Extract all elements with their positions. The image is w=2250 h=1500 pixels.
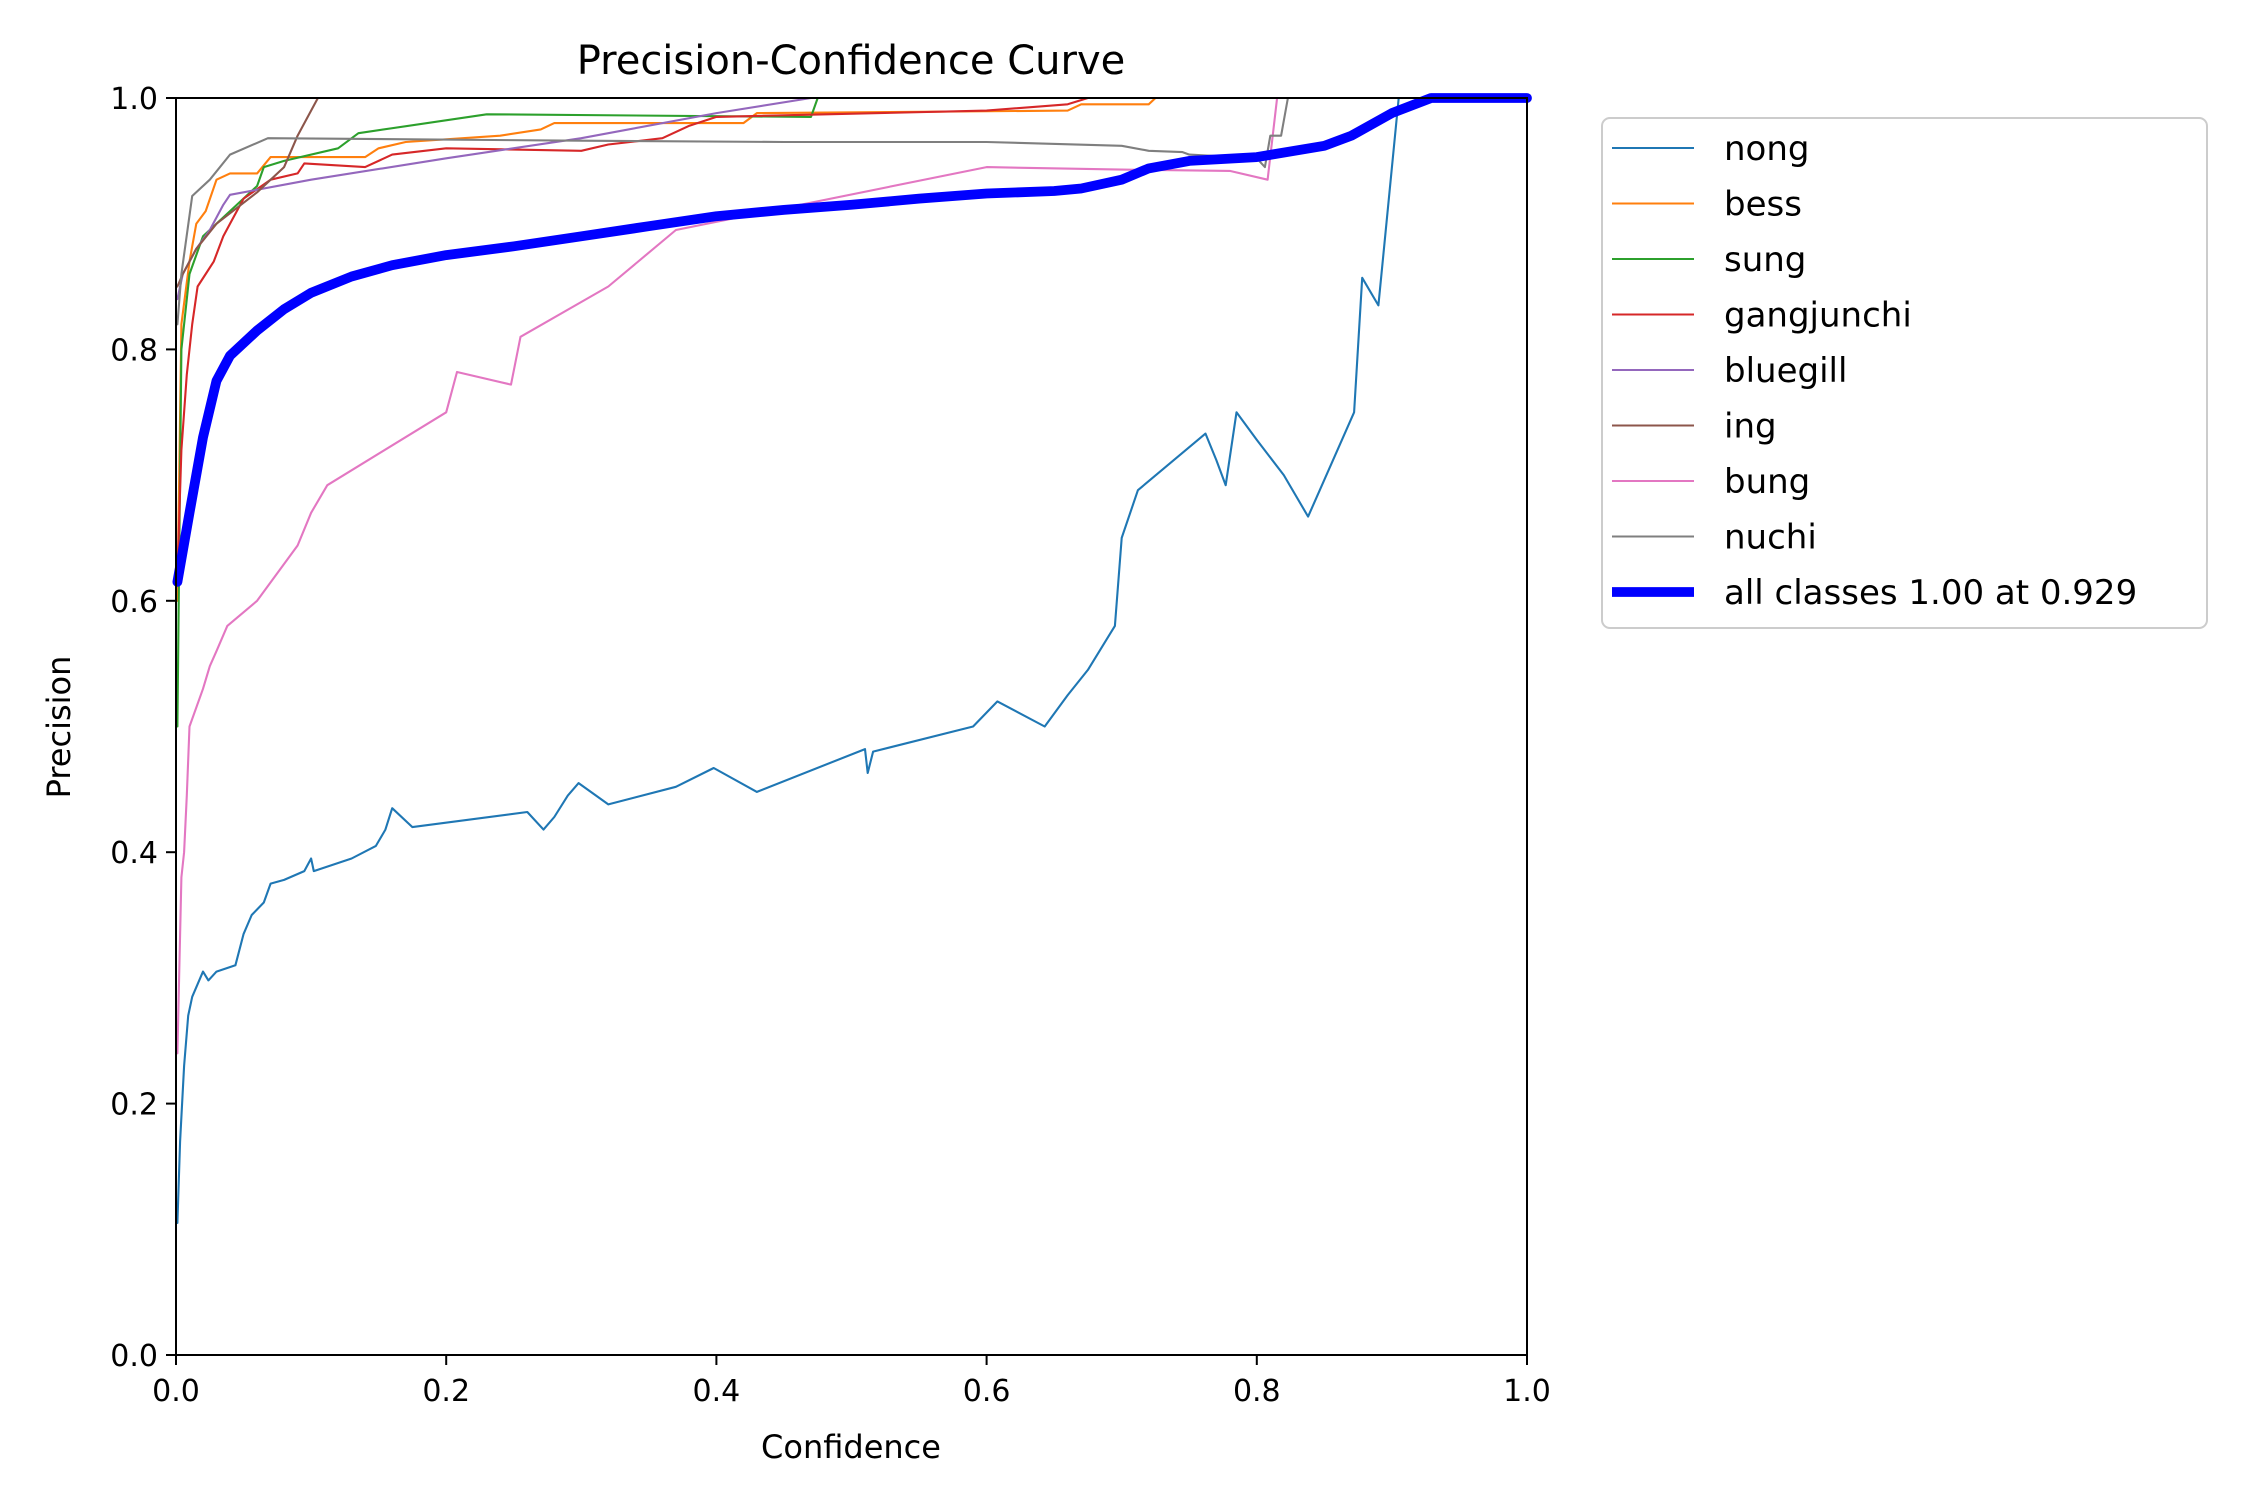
legend-label: gangjunchi — [1724, 296, 1912, 336]
legend-label: ing — [1724, 407, 1777, 447]
y-tick-label: 1.0 — [110, 82, 158, 117]
x-tick-label: 0.8 — [1233, 1374, 1281, 1409]
legend-entry: bluegill — [1612, 351, 1847, 391]
y-tick-label: 0.8 — [110, 333, 158, 368]
legend-entry: ing — [1612, 407, 1777, 447]
legend-label: nong — [1724, 129, 1809, 169]
series-line-7 — [176, 96, 1529, 326]
x-tick-label: 0.4 — [693, 1374, 741, 1409]
chart-title: Precision-Confidence Curve — [577, 38, 1126, 84]
legend-label: all classes 1.00 at 0.929 — [1724, 573, 2137, 613]
series-line-0 — [176, 96, 1529, 1225]
legend-box — [1601, 117, 2208, 629]
legend-label: bluegill — [1724, 351, 1847, 391]
x-tick-label: 0.6 — [963, 1374, 1011, 1409]
y-axis-label: Precision — [40, 656, 78, 799]
legend-label: sung — [1724, 240, 1806, 280]
plot-frame — [175, 97, 1528, 1356]
legend-entry: bung — [1612, 462, 1810, 502]
legend-label: bung — [1724, 462, 1810, 502]
legend-entry: nong — [1612, 129, 1809, 169]
series-line-5 — [176, 96, 1529, 288]
series-lines — [172, 93, 1532, 1225]
y-tick-label: 0.6 — [110, 585, 158, 620]
x-tick-label: 1.0 — [1503, 1374, 1551, 1409]
legend-label: bess — [1724, 185, 1802, 225]
legend-entry: all classes 1.00 at 0.929 — [1612, 573, 2137, 613]
legend-entry: sung — [1612, 240, 1806, 280]
y-tick-label: 0.2 — [110, 1088, 158, 1123]
x-axis-label: Confidence — [761, 1428, 941, 1466]
x-tick-label: 0.2 — [422, 1374, 470, 1409]
legend-label: nuchi — [1724, 518, 1817, 558]
series-line-6 — [176, 96, 1529, 1055]
legend-entry: bess — [1612, 185, 1802, 225]
series-line-3 — [176, 96, 1529, 577]
legend-entry: nuchi — [1612, 518, 1817, 558]
series-line-8 — [172, 93, 1532, 587]
legend: nong bess sung gangjunchi bluegill ing bung nuc… — [1601, 117, 2208, 629]
y-tick-label: 0.4 — [110, 836, 158, 871]
legend-entry: gangjunchi — [1612, 296, 1912, 336]
y-tick-label: 0.0 — [110, 1339, 158, 1374]
series-line-2 — [176, 96, 1529, 728]
series-line-1 — [176, 96, 1529, 602]
x-tick-label: 0.0 — [152, 1374, 200, 1409]
axis-ticks: 0.0 0.2 0.4 0.6 0.8 1.0 0.0 0.2 0.4 0.6 0.8 1.0 — [110, 82, 1551, 1409]
